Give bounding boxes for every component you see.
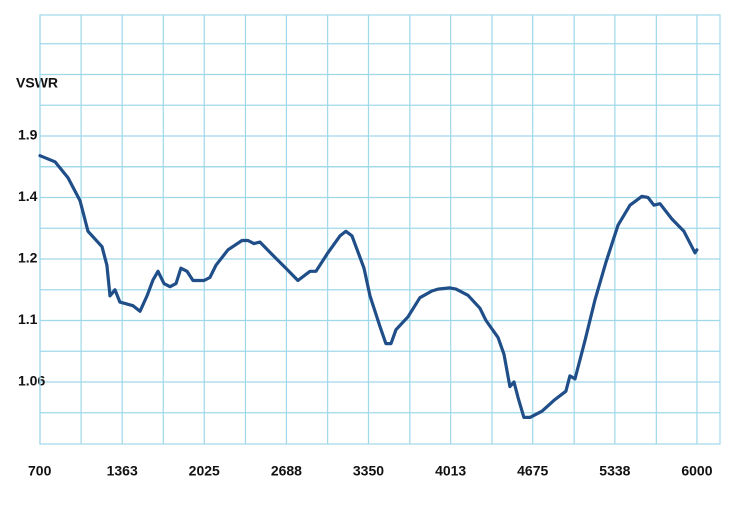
- y-tick-label: 1.1: [18, 311, 38, 327]
- plot-border: [39, 14, 721, 445]
- x-tick-label: 4013: [435, 463, 466, 479]
- x-tick-label: 6000: [681, 463, 712, 479]
- y-tick-label: 1.4: [18, 188, 38, 204]
- x-tick-label: 4675: [517, 463, 548, 479]
- x-tick-label: 2688: [271, 463, 302, 479]
- x-tick-label: 1363: [107, 463, 138, 479]
- y-tick-label: 1.2: [18, 250, 38, 266]
- x-tick-label: 2025: [189, 463, 220, 479]
- y-tick-label: 1.9: [18, 127, 38, 143]
- x-tick-label: 700: [28, 463, 52, 479]
- vswr-line: [38, 154, 699, 419]
- y-axis-label: VSWR: [16, 75, 58, 91]
- x-tick-label: 5338: [599, 463, 630, 479]
- y-tick-label: 1.06: [18, 373, 45, 389]
- x-tick-label: 3350: [353, 463, 384, 479]
